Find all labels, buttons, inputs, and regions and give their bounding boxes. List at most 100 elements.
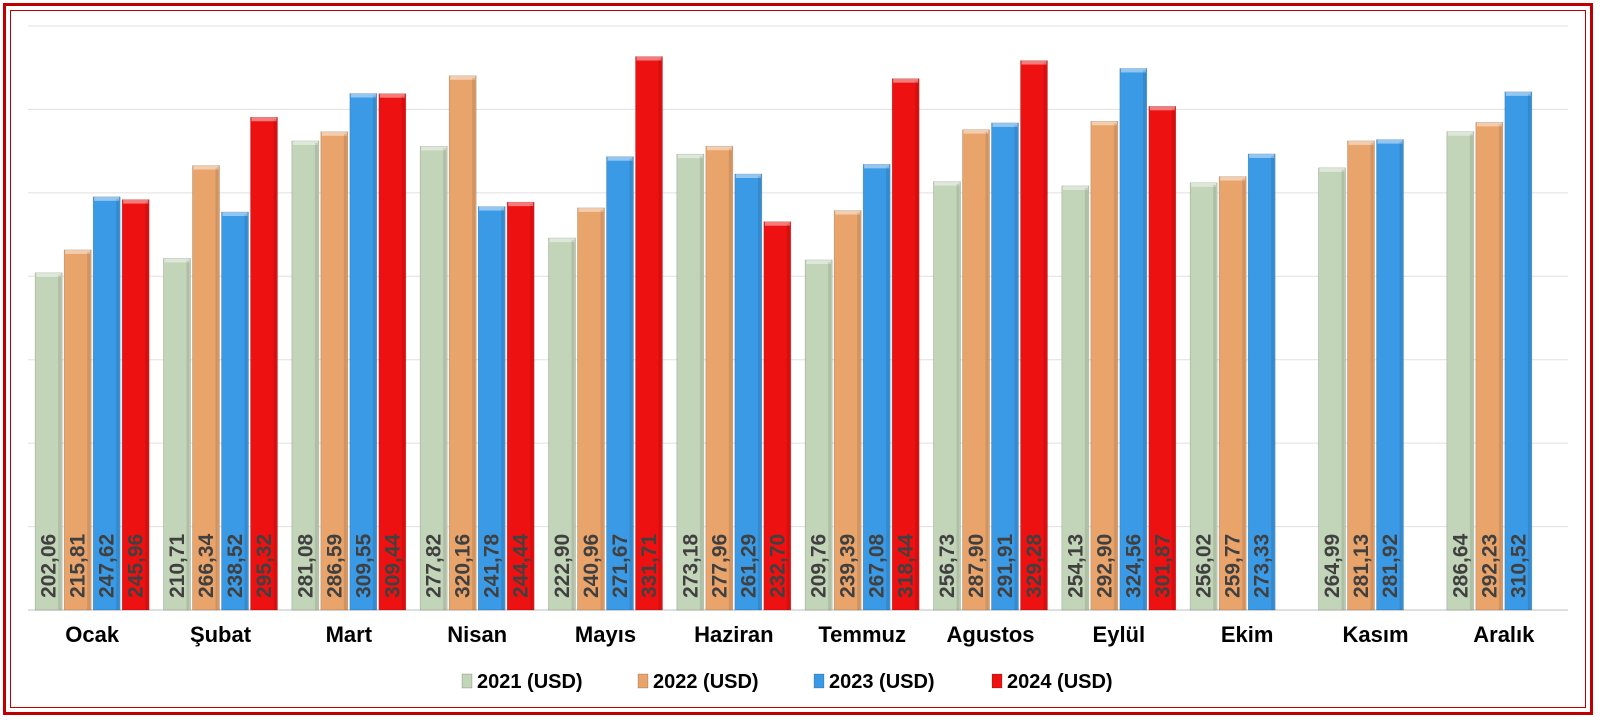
bar-bevel [65,249,91,254]
bar-shade [87,251,91,611]
bar-bevel [636,56,662,61]
bar-bevel [607,156,633,161]
bar-shade [1171,108,1175,610]
bar-shade [372,95,376,610]
bar-2023-3 [477,206,506,611]
bar-2022-10 [1347,140,1375,611]
data-label: 210,71 [166,533,189,598]
bar-shade [629,158,633,610]
data-label: 273,33 [1251,534,1274,598]
data-label: 292,23 [1478,534,1501,598]
bar-shade [343,133,347,610]
bar-bevel [835,210,861,215]
data-label: 259,77 [1222,534,1245,598]
bar-shade [530,204,534,610]
bar-2022-0 [63,249,92,611]
bar-shade [244,214,248,611]
bar-2022-4 [577,207,605,611]
data-label: 261,29 [737,534,760,598]
bar-shade [600,209,604,610]
bar-2024-3 [506,201,535,611]
legend-label: 2021 (USD) [477,671,583,693]
data-label: 254,13 [1064,534,1087,598]
bar-bevel [379,93,405,98]
bar-2024-1 [250,116,278,611]
bar-bevel [1319,167,1345,172]
data-label: 256,73 [936,534,959,598]
bar-2021-1 [163,258,191,611]
bar-2021-3 [419,146,448,611]
chart-frame-outer [3,3,1593,715]
bar-bevel [1091,121,1117,126]
legend-label: 2024 (USD) [1007,671,1113,693]
bar-bevel [450,75,476,80]
data-label: 286,64 [1449,533,1472,598]
bar-shade [1242,178,1246,610]
data-label: 309,44 [381,533,404,598]
data-label: 264,99 [1321,534,1344,598]
bar-2024-2 [378,93,407,611]
category-label: Mart [326,622,373,647]
bar-2022-6 [833,210,862,611]
bar-bevel [934,181,960,186]
data-label: 301,87 [1151,534,1174,598]
bar-bevel [421,146,447,151]
bar-shade [145,201,149,610]
bar-shade [571,240,575,610]
bar-2024-7 [1020,60,1048,611]
bar-2021-2 [291,140,320,611]
bar-2023-9 [1247,153,1276,611]
bar-shade [314,142,318,611]
bar-bevel [1149,106,1175,111]
bar-bevel [992,122,1018,127]
bar-2022-8 [1090,120,1119,611]
bar-shade [886,166,890,610]
data-label: 287,90 [965,534,988,598]
bar-2022-11 [1475,122,1504,611]
bar-series [34,56,1533,611]
data-label: 232,70 [766,534,789,598]
bar-shade [658,58,662,610]
bar-2022-9 [1218,176,1247,611]
data-label: 273,18 [679,533,702,598]
bar-bevel [123,199,149,204]
bar-shade [1399,141,1403,610]
bar-2024-8 [1148,106,1177,611]
data-label: 281,08 [294,533,317,598]
bar-shade [1527,93,1531,611]
data-label: 281,92 [1379,534,1402,598]
bar-bevel [321,131,347,136]
bar-2023-6 [862,164,891,611]
data-label: 324,56 [1122,534,1145,598]
bar-shade [985,131,989,610]
bar-2024-6 [891,78,920,611]
bar-bevel [350,93,376,98]
bar-shade [728,148,732,610]
category-label: Kasım [1342,622,1408,647]
category-label: Ocak [65,622,120,647]
bar-2022-2 [320,131,349,611]
bar-bevel [806,260,832,265]
bar-bevel [549,238,575,243]
bar-2024-0 [121,199,150,611]
bar-bevel [479,206,505,211]
bar-shade [1043,62,1047,610]
category-label: Temmuz [818,622,906,647]
legend-swatch [637,673,649,689]
bar-bevel [764,221,790,226]
gridlines [28,25,1568,611]
legend-label: 2023 (USD) [829,671,935,693]
bar-shade [215,167,219,610]
bar-2023-11 [1504,91,1533,611]
bar-bevel [1348,140,1374,145]
bar-2021-8 [1061,185,1090,611]
category-label: Aralık [1473,622,1535,647]
bar-shade [186,260,190,610]
bar-shade [1469,133,1473,610]
bar-shade [1014,124,1018,611]
bar-bevel [292,140,318,145]
bar-shade [1498,124,1502,610]
bar-2023-4 [606,156,634,611]
bar-bevel [893,78,919,83]
bar-bevel [864,164,890,169]
